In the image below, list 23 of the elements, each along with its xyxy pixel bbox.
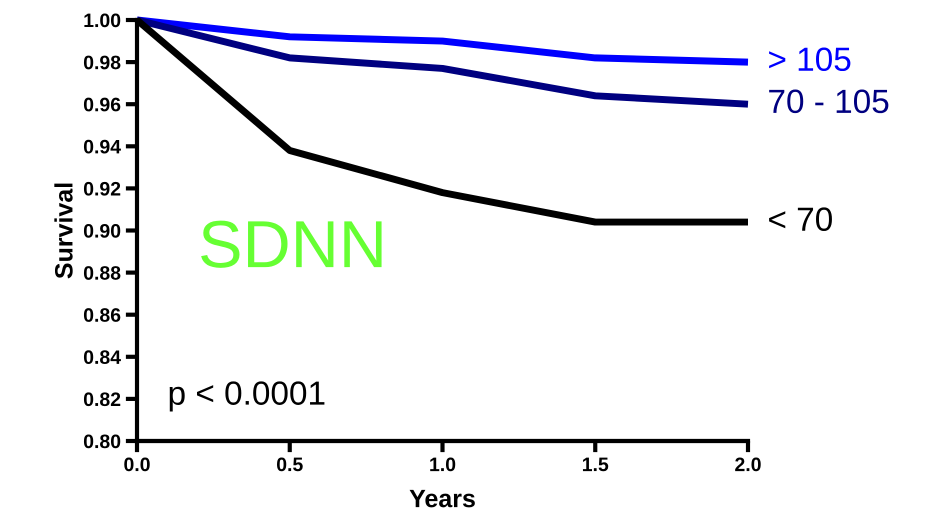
y-tick-label: 0.82 <box>84 392 120 406</box>
x-tick-label: 0.0 <box>124 457 150 472</box>
y-tick-label: 0.98 <box>84 56 120 70</box>
y-tick-label: 0.96 <box>84 98 120 112</box>
series-label: 70 - 105 <box>769 90 888 114</box>
annotation: p < 0.0001 <box>170 381 324 412</box>
y-tick-label: 0.92 <box>84 182 120 196</box>
series-label: < 70 <box>769 207 832 232</box>
y-tick-label: 1.00 <box>84 13 120 28</box>
y-axis-title: Survival <box>54 184 73 278</box>
x-tick-label: 2.0 <box>735 457 761 472</box>
x-tick-label: 0.5 <box>277 457 303 472</box>
y-tick-label: 0.86 <box>84 308 120 322</box>
x-tick-label: 1.5 <box>582 458 608 472</box>
x-tick-label: 1.0 <box>430 457 456 472</box>
series-label: > 105 <box>769 47 850 72</box>
y-tick-label: 0.90 <box>84 224 120 238</box>
y-tick-label: 0.94 <box>84 140 121 154</box>
y-tick-label: 0.88 <box>84 266 120 280</box>
annotation: SDNN <box>201 220 382 268</box>
y-tick-label: 0.80 <box>84 434 120 448</box>
x-axis-title: Years <box>410 490 475 508</box>
y-tick-label: 0.84 <box>84 350 121 364</box>
